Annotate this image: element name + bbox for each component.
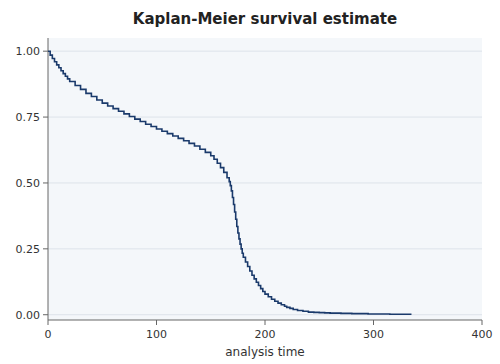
grid-line xyxy=(48,117,482,118)
x-tick xyxy=(373,320,374,325)
x-tick-label: 400 xyxy=(472,328,493,341)
x-tick-label: 100 xyxy=(146,328,167,341)
y-tick-label: 0.00 xyxy=(16,309,41,322)
grid-line xyxy=(48,314,482,315)
y-tick xyxy=(43,314,48,315)
y-axis xyxy=(48,38,49,320)
chart: 0.00 0.25 0.50 0.75 1.00 0 100 200 300 400 Kaplan-… xyxy=(0,0,500,364)
x-tick xyxy=(482,320,483,325)
plot-area xyxy=(48,38,482,320)
x-tick-label: 300 xyxy=(363,328,384,341)
x-tick-label: 0 xyxy=(45,328,52,341)
grid-line xyxy=(48,248,482,249)
grid xyxy=(48,51,482,315)
y-tick-label: 0.75 xyxy=(16,111,41,124)
y-tick xyxy=(43,117,48,118)
x-axis xyxy=(48,320,482,321)
x-axis-label: analysis time xyxy=(225,345,305,359)
survival-line xyxy=(48,51,411,314)
x-tick-label: 200 xyxy=(255,328,276,341)
y-tick-label: 0.50 xyxy=(16,177,41,190)
marks xyxy=(48,51,411,314)
x-tick xyxy=(48,320,49,325)
y-tick xyxy=(43,248,48,249)
y-tick xyxy=(43,182,48,183)
y-tick xyxy=(43,51,48,52)
x-tick xyxy=(265,320,266,325)
y-tick-label: 1.00 xyxy=(16,45,41,58)
grid-line xyxy=(48,51,482,52)
title: Kaplan-Meier survival estimate xyxy=(133,10,397,28)
y-tick-label: 0.25 xyxy=(16,243,41,256)
grid-line xyxy=(48,182,482,183)
x-tick xyxy=(156,320,157,325)
